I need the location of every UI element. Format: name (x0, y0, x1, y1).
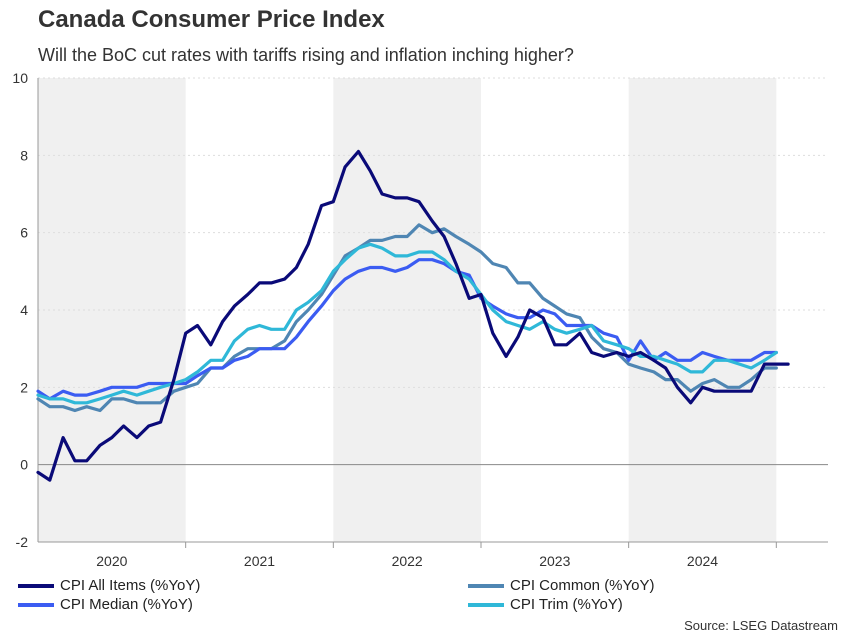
series-line-cpi-common (36, 223, 778, 413)
legend-item-cpi-common: CPI Common (%YoY) (468, 577, 655, 594)
legend-item-cpi-all: CPI All Items (%YoY) (18, 577, 200, 594)
legend-swatch-cpi-common (468, 583, 504, 588)
x-tick-label: 2023 (539, 553, 570, 569)
y-tick-label: 10 (12, 70, 28, 86)
y-tick-label: -2 (16, 534, 29, 550)
legend-swatch-cpi-all (18, 583, 54, 588)
series-line-cpi-all (36, 149, 790, 482)
series-line-cpi-trim (36, 242, 778, 405)
source-note: Source: LSEG Datastream (684, 618, 838, 633)
x-tick-label: 2020 (96, 553, 127, 569)
y-tick-label: 4 (20, 302, 28, 318)
legend-label-cpi-trim: CPI Trim (%YoY) (510, 596, 623, 613)
axes-layer: -2 0 2 4 6 8 10 2020 2021 2022 2023 2024 (12, 70, 828, 569)
legend-swatch-cpi-trim (468, 602, 504, 607)
legend-swatch-cpi-median (18, 602, 54, 607)
y-tick-label: 2 (20, 379, 28, 395)
legend-label-cpi-median: CPI Median (%YoY) (60, 596, 193, 613)
x-tick-label: 2021 (244, 553, 275, 569)
legend-item-cpi-median: CPI Median (%YoY) (18, 596, 193, 613)
y-tick-label: 8 (20, 147, 28, 163)
legend-item-cpi-trim: CPI Trim (%YoY) (468, 596, 623, 613)
legend-label-cpi-common: CPI Common (%YoY) (510, 577, 655, 594)
series-lines-layer (36, 149, 790, 482)
x-tick-label: 2022 (392, 553, 423, 569)
x-tick-label: 2024 (687, 553, 718, 569)
y-tick-label: 0 (20, 457, 28, 473)
chart-subtitle: Will the BoC cut rates with tariffs risi… (38, 45, 574, 65)
legend-label-cpi-all: CPI All Items (%YoY) (60, 577, 201, 594)
chart-title: Canada Consumer Price Index (38, 6, 385, 33)
y-tick-label: 6 (20, 225, 28, 241)
